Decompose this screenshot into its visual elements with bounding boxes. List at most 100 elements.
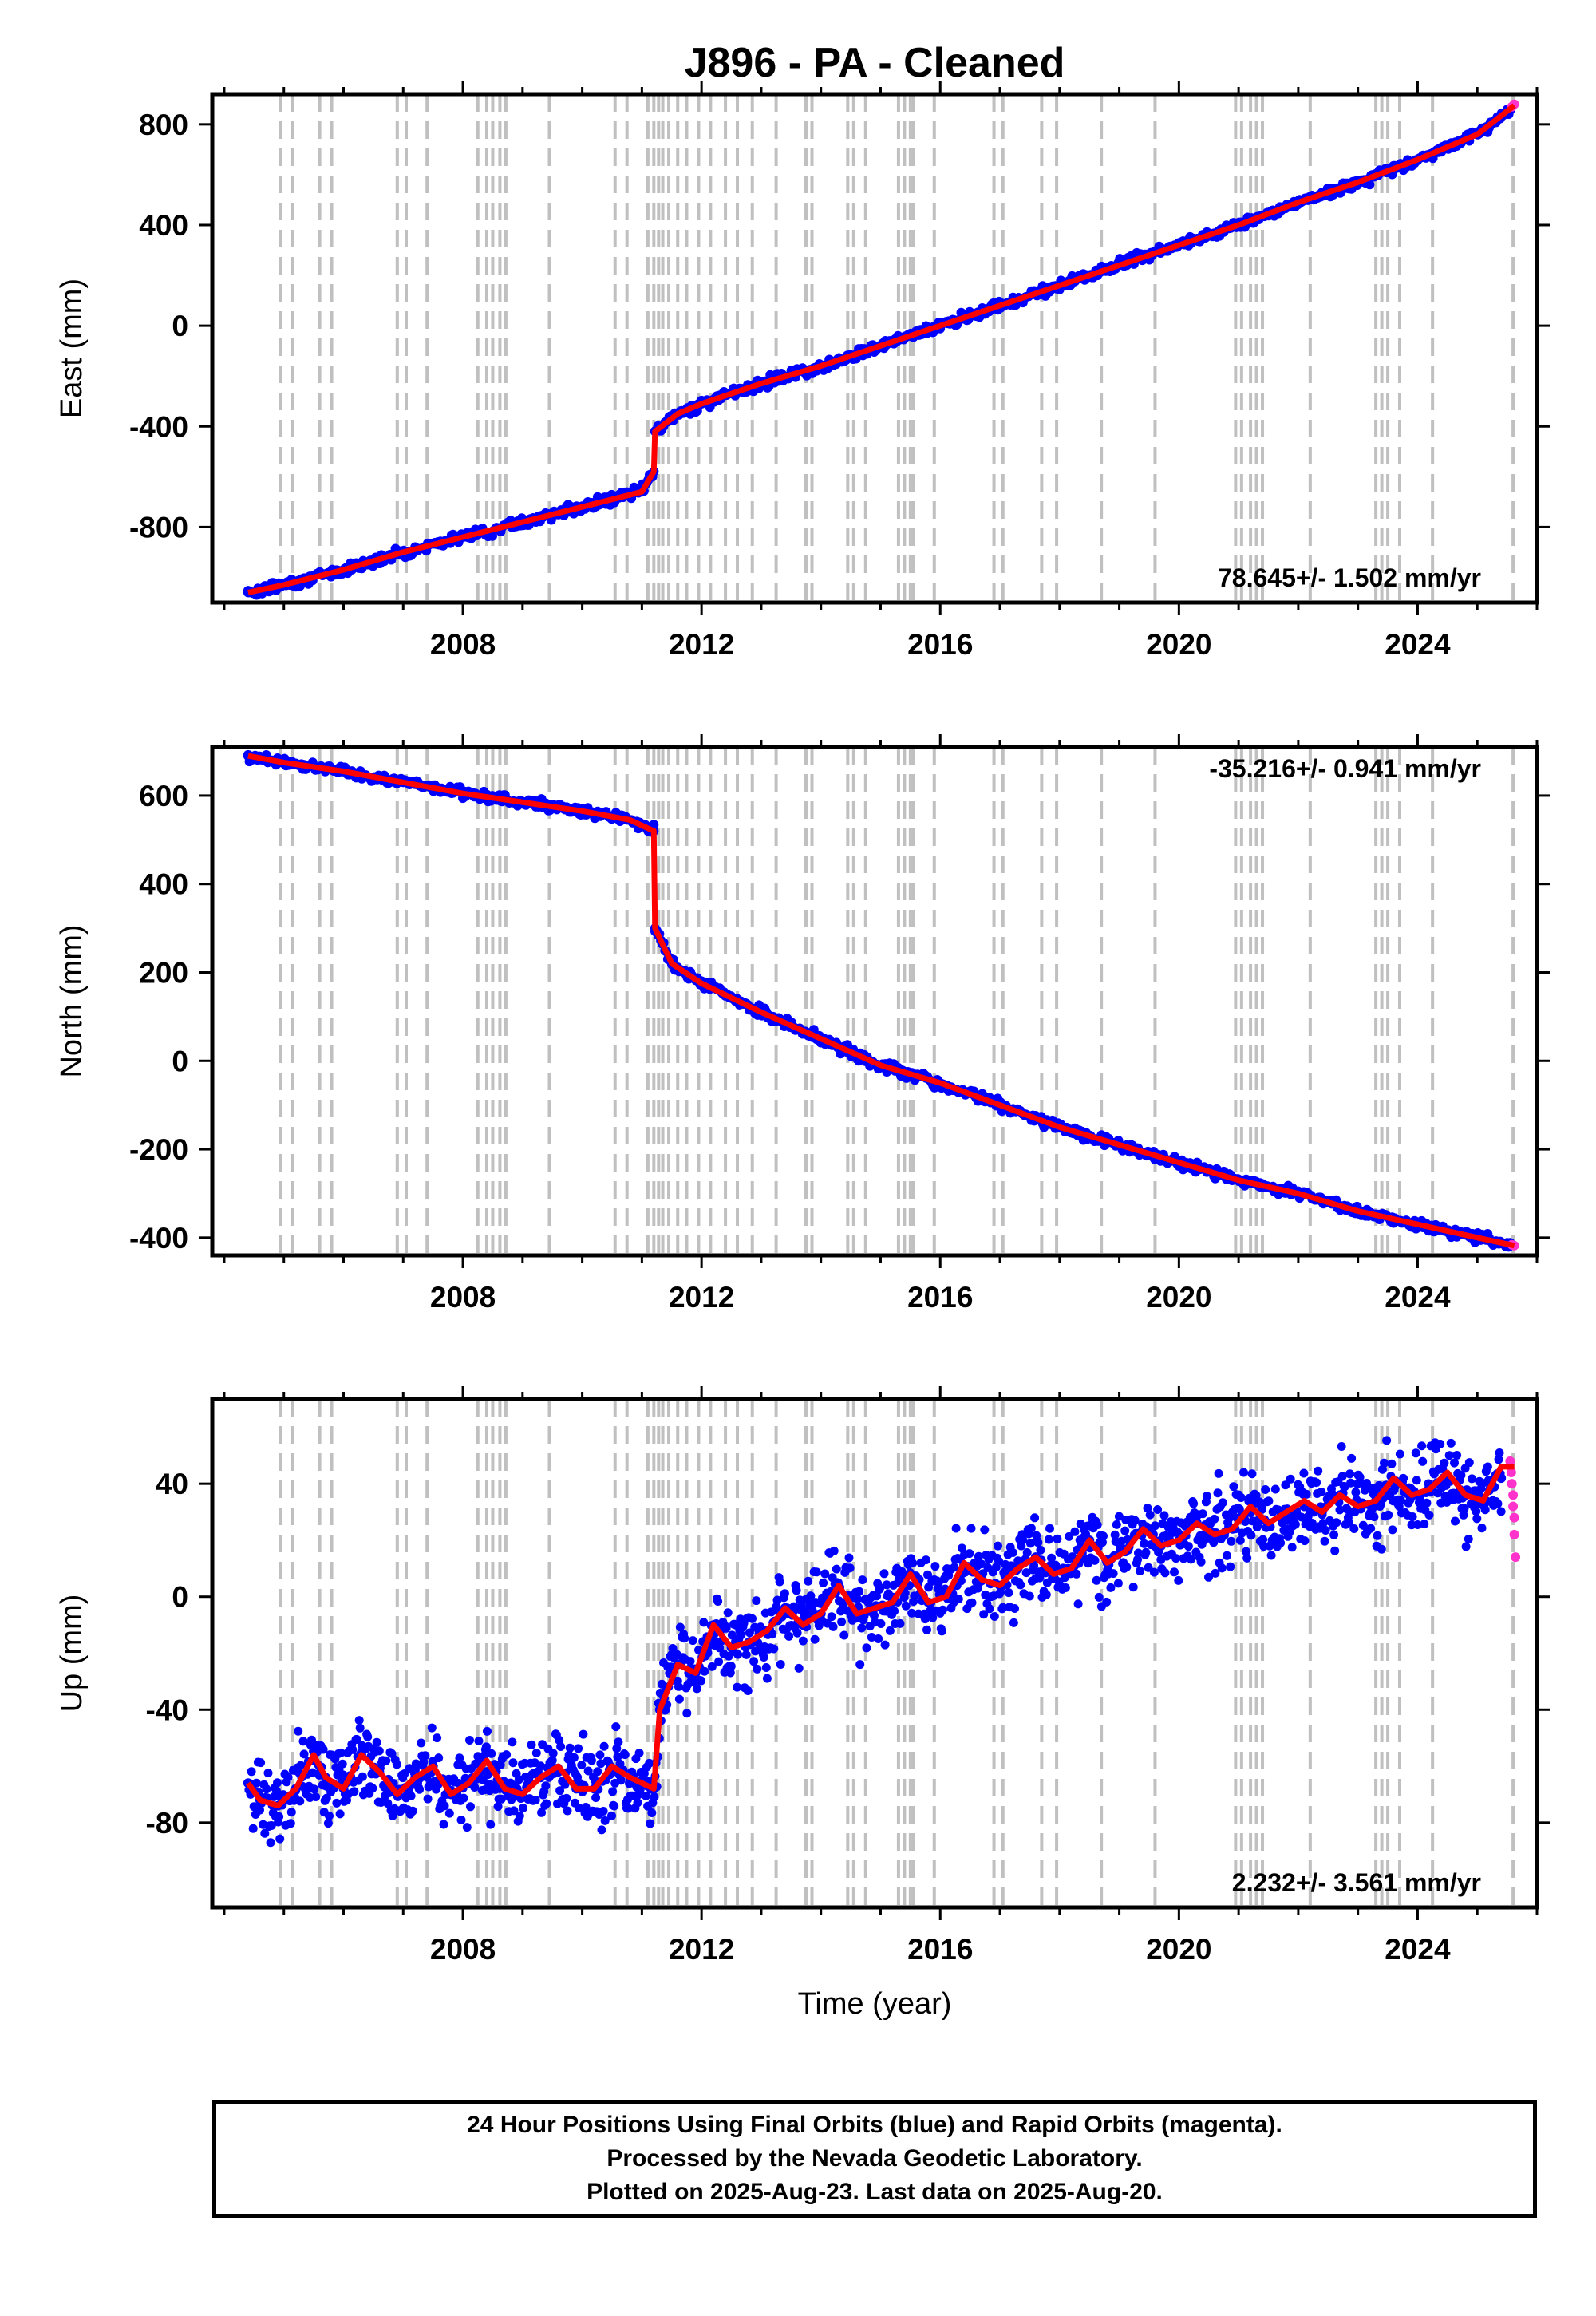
final-point: [355, 1723, 365, 1733]
final-point: [372, 1737, 381, 1747]
final-point: [474, 1737, 484, 1745]
x-tick-label: 2008: [430, 1933, 496, 1966]
model-line: [247, 753, 1515, 1249]
final-point: [323, 1819, 333, 1828]
x-tick-label: 2016: [907, 1933, 973, 1966]
final-point: [1329, 1530, 1339, 1539]
panel-north: 2008 2012 2016 2020 2024 600 400 200 0 -200 -400 No…: [55, 734, 1550, 1314]
final-point: [855, 1587, 864, 1596]
final-point: [358, 1772, 367, 1781]
final-point: [1337, 1472, 1347, 1481]
final-point: [388, 1811, 397, 1820]
y-tick-label: -400: [129, 410, 188, 443]
y-tick-label: 40: [156, 1468, 188, 1500]
x-tick-label: 2020: [1146, 628, 1211, 661]
rate-label: 78.645+/- 1.502 mm/yr: [1218, 563, 1481, 592]
final-point: [1035, 1573, 1045, 1583]
final-point: [1264, 1496, 1274, 1506]
final-point: [1198, 1509, 1207, 1519]
final-point: [620, 1750, 630, 1760]
final-point: [322, 1793, 331, 1803]
final-point: [862, 1643, 871, 1653]
final-point: [335, 1809, 345, 1819]
final-point: [974, 1551, 983, 1561]
final-point: [882, 1580, 891, 1590]
final-point: [1346, 1478, 1356, 1488]
rapid-point: [1505, 1456, 1515, 1466]
final-point: [408, 1806, 417, 1816]
final-point: [350, 1787, 359, 1796]
final-point: [260, 1828, 270, 1838]
final-point: [829, 1546, 839, 1555]
final-point: [1450, 1458, 1459, 1468]
plot-frame: [210, 1397, 1539, 1910]
final-point: [531, 1749, 541, 1757]
final-point: [1133, 1555, 1142, 1564]
final-point: [1159, 1511, 1169, 1520]
model-line: [246, 1464, 1515, 1809]
final-point: [273, 1778, 282, 1788]
final-point: [998, 1603, 1008, 1612]
final-point: [994, 1541, 1002, 1551]
final-point: [635, 1784, 645, 1794]
final-point: [1196, 1557, 1206, 1567]
final-point: [921, 1555, 930, 1565]
final-point: [1204, 1572, 1213, 1582]
final-point: [1242, 1553, 1252, 1563]
final-point: [565, 1743, 575, 1753]
final-point: [1021, 1568, 1031, 1578]
final-point: [737, 1630, 746, 1640]
x-tick-label: 2012: [669, 1281, 734, 1314]
rapid-point: [1509, 1529, 1519, 1539]
final-point: [1022, 1548, 1032, 1557]
final-point: [1382, 1436, 1392, 1445]
final-point: [761, 1663, 771, 1672]
final-point: [845, 1563, 855, 1573]
final-point: [1045, 1524, 1054, 1533]
final-point: [784, 1631, 794, 1641]
final-point: [951, 1524, 961, 1533]
final-point: [593, 1767, 602, 1777]
final-point: [700, 1666, 709, 1676]
final-point: [515, 1811, 524, 1820]
final-point: [798, 1636, 808, 1646]
final-point: [310, 1784, 319, 1794]
final-point: [853, 1595, 862, 1604]
final-point: [907, 1608, 917, 1618]
final-point: [1041, 1590, 1051, 1599]
final-point: [872, 1591, 882, 1601]
final-point: [680, 1634, 689, 1643]
x-axis-label: Time (year): [798, 1987, 952, 2021]
final-point: [444, 1808, 454, 1818]
final-point: [966, 1524, 976, 1533]
final-point: [937, 1626, 946, 1636]
y-tick-label: -800: [129, 511, 188, 543]
final-point: [1114, 1512, 1124, 1521]
final-point: [1314, 1466, 1323, 1476]
final-point: [741, 1650, 751, 1659]
final-point: [1424, 1510, 1434, 1520]
final-point: [890, 1607, 899, 1616]
final-point: [255, 1805, 264, 1815]
final-point: [792, 1586, 801, 1595]
final-point: [1362, 1479, 1371, 1488]
final-point: [1408, 1512, 1417, 1521]
final-point: [723, 1608, 733, 1618]
final-point: [1384, 1510, 1393, 1520]
final-point: [1213, 1488, 1223, 1498]
final-point: [1153, 1505, 1163, 1514]
final-point: [820, 1569, 830, 1579]
final-point: [600, 1816, 610, 1825]
panel-up: 2008 2012 2016 2020 2024 40 0 -40 -80 Up (mm) Time…: [55, 1386, 1550, 2021]
x-tick-label: 2024: [1385, 628, 1451, 661]
final-point: [1010, 1604, 1019, 1613]
final-point: [645, 1758, 654, 1768]
rapid-point: [1508, 1490, 1519, 1500]
final-point: [990, 1612, 999, 1621]
footer-line-orbits: 24 Hour Positions Using Final Orbits (bl…: [467, 2112, 1282, 2138]
x-tick-label: 2020: [1146, 1281, 1211, 1314]
final-point: [608, 1787, 618, 1796]
final-point: [1493, 1499, 1503, 1508]
final-point: [1130, 1516, 1140, 1525]
x-tick-label: 2012: [669, 1933, 734, 1966]
